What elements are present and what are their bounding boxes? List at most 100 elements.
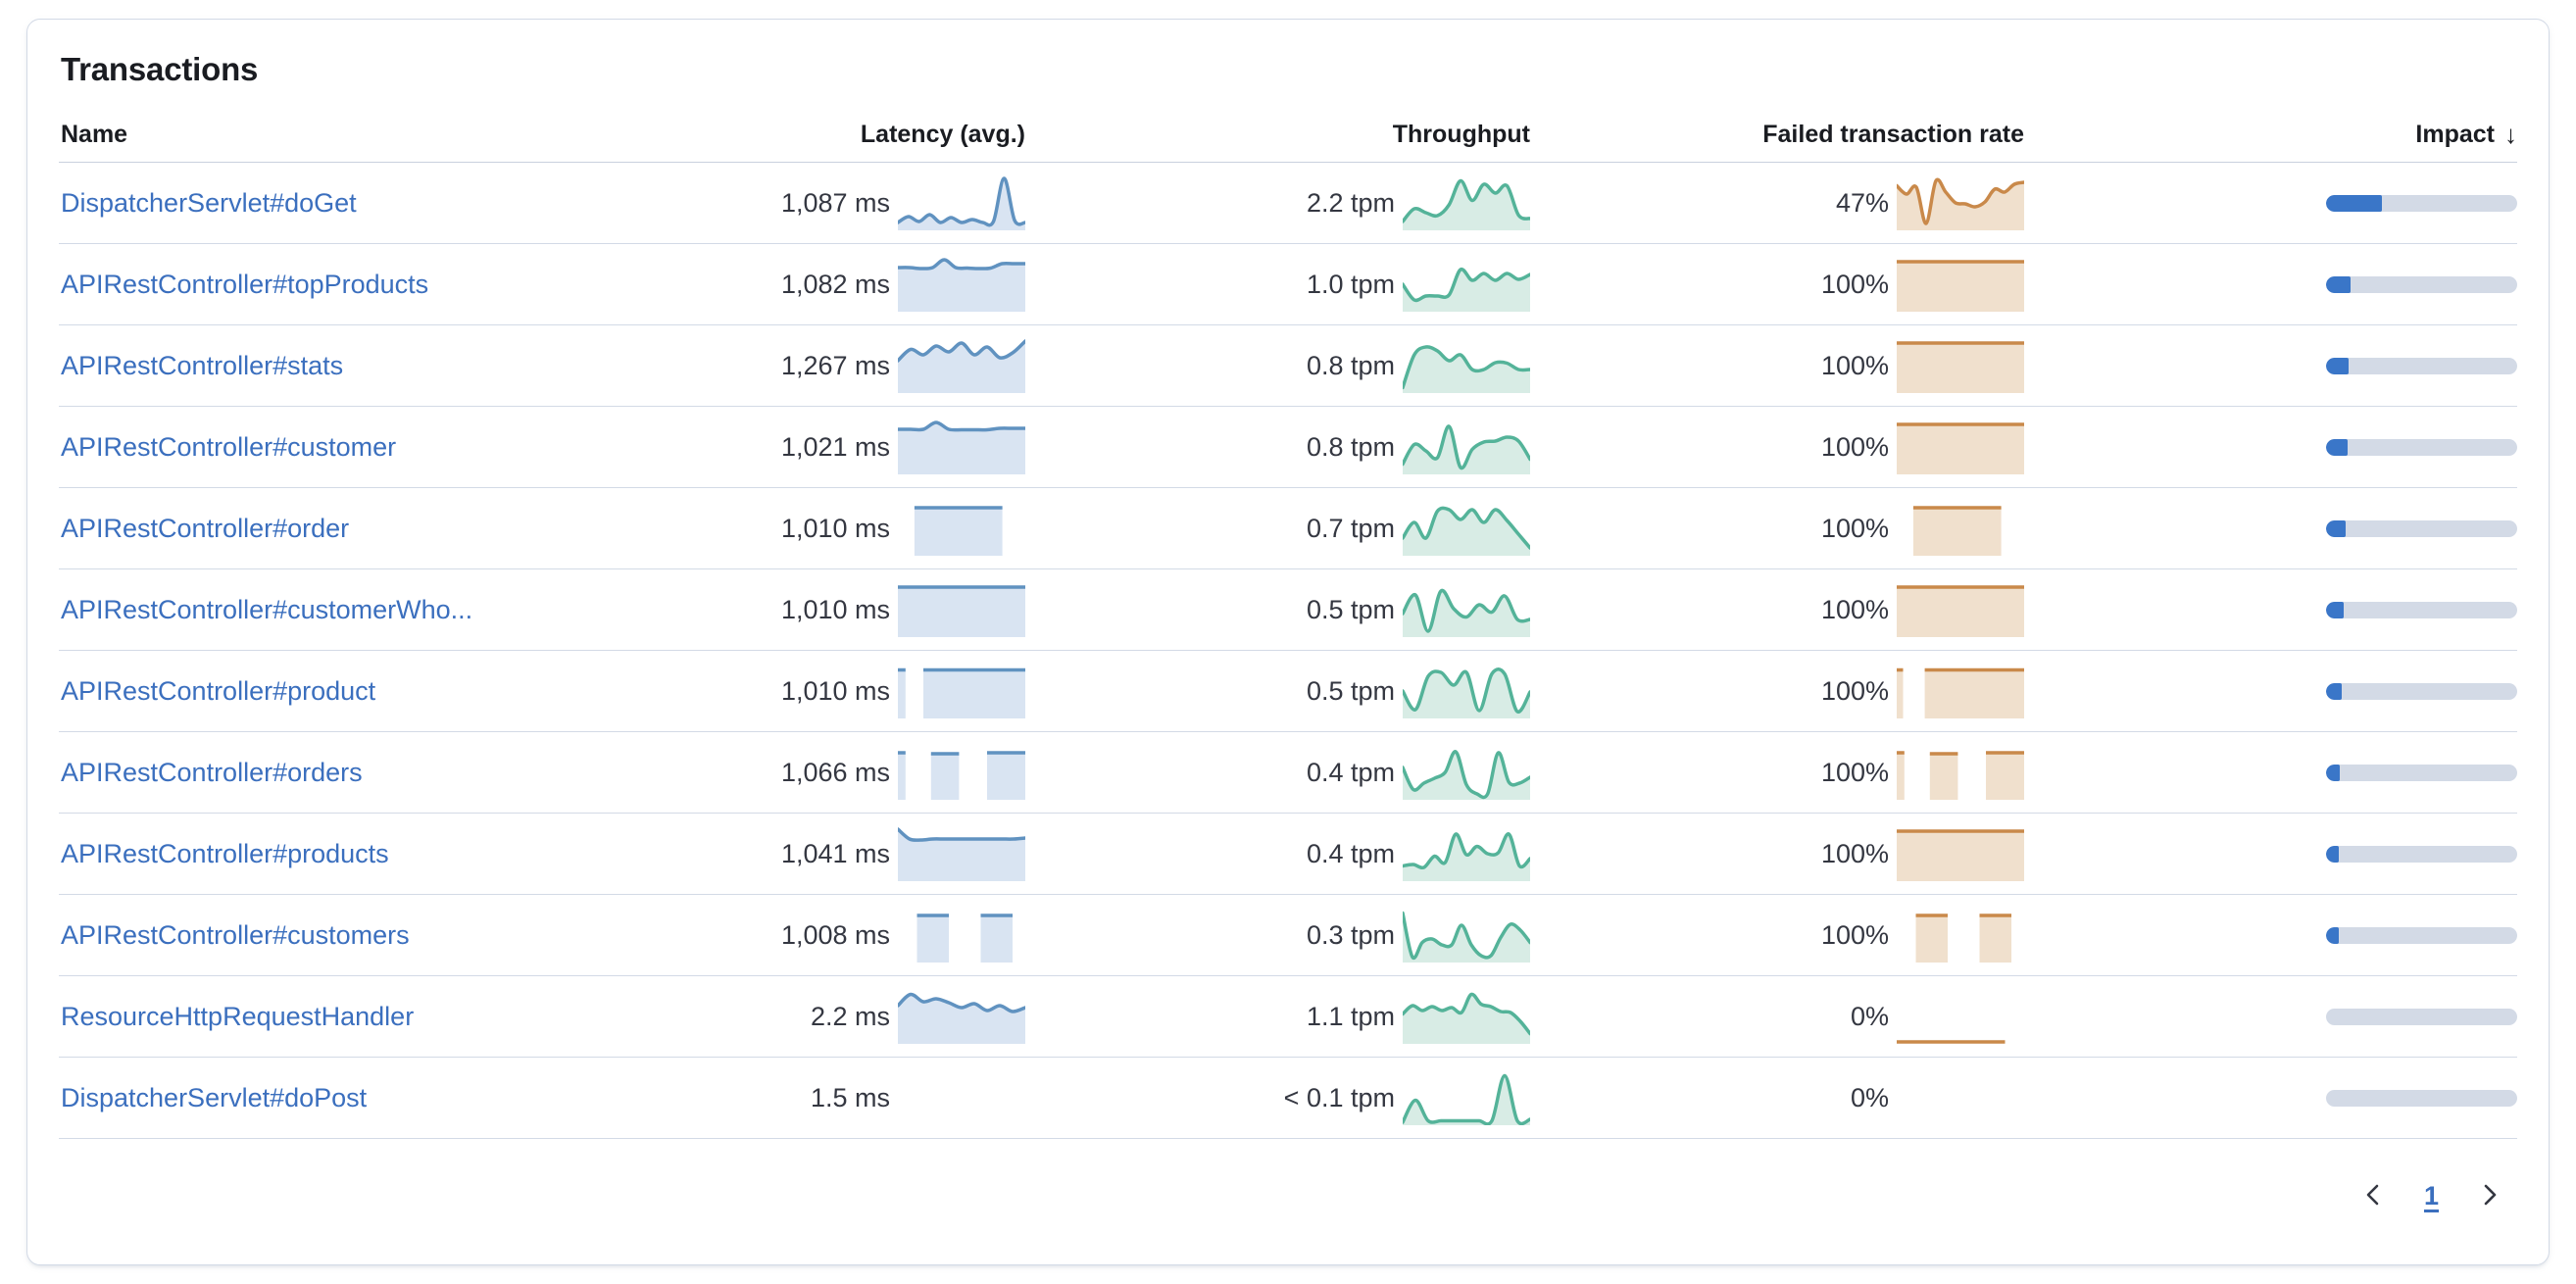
transaction-link[interactable]: APIRestController#products: [61, 838, 389, 868]
latency-sparkline: [898, 176, 1025, 230]
throughput-cell: 0.4 tpm: [1025, 745, 1530, 800]
throughput-cell: 1.0 tpm: [1025, 257, 1530, 312]
throughput-cell: 0.3 tpm: [1025, 908, 1530, 963]
impact-bar: [2326, 194, 2517, 212]
column-header-latency[interactable]: Latency (avg.): [604, 121, 1025, 149]
throughput-cell: 0.5 tpm: [1025, 582, 1530, 637]
latency-value: 1.5 ms: [810, 1082, 890, 1112]
throughput-sparkline: [1403, 832, 1530, 881]
throughput-cell: 0.7 tpm: [1025, 501, 1530, 556]
impact-cell: [2024, 194, 2517, 212]
transaction-link[interactable]: APIRestController#customers: [61, 919, 410, 950]
column-header-throughput[interactable]: Throughput: [1025, 121, 1530, 149]
transaction-name-cell: APIRestController#order: [59, 514, 604, 544]
table-row: APIRestController#customerWho... 1,010 ms…: [59, 569, 2517, 651]
chevron-right-icon: [2475, 1180, 2504, 1212]
transaction-link[interactable]: DispatcherServlet#doPost: [61, 1082, 368, 1112]
throughput-sparkline: [1403, 267, 1530, 312]
table-row: APIRestController#customers 1,008 ms 0.3 t…: [59, 895, 2517, 976]
impact-cell: [2024, 764, 2517, 781]
failed-value: 0%: [1850, 1001, 1889, 1031]
table-row: APIRestController#customer 1,021 ms 0.8 tp…: [59, 407, 2517, 488]
impact-bar-fill: [2326, 682, 2342, 700]
failed-cell: 100%: [1530, 826, 2024, 881]
throughput-cell: 0.4 tpm: [1025, 826, 1530, 881]
failed-cell: 100%: [1530, 745, 2024, 800]
failed-sparkline: [1897, 667, 2024, 718]
prev-page-button[interactable]: [2352, 1174, 2395, 1217]
throughput-value: 0.8 tpm: [1306, 350, 1395, 380]
table-header-row: Name Latency (avg.) Throughput Failed tr…: [59, 108, 2517, 163]
transaction-link[interactable]: APIRestController#orders: [61, 757, 363, 787]
latency-value: 1,010 ms: [780, 513, 890, 543]
transaction-name-cell: APIRestController#topProducts: [59, 270, 604, 300]
transaction-name-cell: APIRestController#orders: [59, 758, 604, 788]
transaction-link[interactable]: APIRestController#customer: [61, 431, 397, 462]
latency-sparkline: [898, 992, 1025, 1044]
transaction-link[interactable]: APIRestController#order: [61, 513, 350, 543]
failed-cell: 100%: [1530, 420, 2024, 474]
page-1-link[interactable]: 1: [2423, 1180, 2439, 1210]
throughput-value: < 0.1 tpm: [1283, 1082, 1395, 1112]
table-body: DispatcherServlet#doGet 1,087 ms 2.2 tpm 47…: [59, 163, 2517, 1139]
throughput-value: 0.7 tpm: [1306, 513, 1395, 543]
transaction-link[interactable]: APIRestController#customerWho...: [61, 594, 473, 624]
transaction-link[interactable]: APIRestController#stats: [61, 350, 344, 380]
throughput-sparkline: [1403, 345, 1530, 393]
transaction-link[interactable]: APIRestController#product: [61, 675, 376, 706]
transaction-link[interactable]: ResourceHttpRequestHandler: [61, 1001, 415, 1031]
latency-cell: 1,087 ms: [604, 175, 1025, 230]
column-header-impact[interactable]: Impact ↓: [2024, 120, 2517, 150]
impact-cell: [2024, 601, 2517, 618]
throughput-value: 0.3 tpm: [1306, 919, 1395, 950]
transaction-link[interactable]: DispatcherServlet#doGet: [61, 187, 357, 218]
table-row: APIRestController#order 1,010 ms 0.7 tpm 10…: [59, 488, 2517, 569]
latency-value: 1,021 ms: [780, 431, 890, 462]
next-page-button[interactable]: [2468, 1174, 2511, 1217]
impact-cell: [2024, 1008, 2517, 1025]
impact-cell: [2024, 926, 2517, 944]
transaction-name-cell: DispatcherServlet#doGet: [59, 188, 604, 219]
impact-bar: [2326, 764, 2517, 781]
latency-sparkline: [914, 506, 1003, 556]
impact-cell: [2024, 519, 2517, 537]
column-header-failed-rate[interactable]: Failed transaction rate: [1530, 121, 2024, 149]
latency-cell: 1,010 ms: [604, 501, 1025, 556]
throughput-sparkline: [1403, 750, 1530, 800]
column-header-name-label: Name: [61, 121, 128, 148]
latency-value: 1,267 ms: [780, 350, 890, 380]
transaction-name-cell: DispatcherServlet#doPost: [59, 1083, 604, 1113]
failed-sparkline: [1897, 422, 2024, 474]
latency-sparkline: [898, 258, 1025, 312]
transactions-panel: Transactions Name Latency (avg.) Through…: [26, 19, 2550, 1265]
impact-cell: [2024, 357, 2517, 374]
latency-sparkline: [898, 339, 1025, 393]
throughput-sparkline: [1403, 667, 1530, 718]
impact-bar: [2326, 601, 2517, 618]
impact-bar: [2326, 926, 2517, 944]
table-row: APIRestController#stats 1,267 ms 0.8 tpm 10…: [59, 325, 2517, 407]
latency-value: 1,010 ms: [780, 675, 890, 706]
column-header-latency-label: Latency (avg.): [860, 121, 1025, 148]
failed-value: 100%: [1820, 757, 1889, 787]
throughput-cell: 0.5 tpm: [1025, 664, 1530, 718]
throughput-value: 1.0 tpm: [1306, 269, 1395, 299]
failed-sparkline: [1897, 751, 2024, 800]
throughput-cell: 2.2 tpm: [1025, 175, 1530, 230]
latency-cell: 1,267 ms: [604, 338, 1025, 393]
transaction-name-cell: APIRestController#customerWho...: [59, 595, 604, 625]
column-header-name[interactable]: Name: [59, 121, 604, 149]
failed-sparkline: [1915, 914, 2011, 963]
failed-value: 47%: [1835, 187, 1889, 218]
failed-sparkline: [1897, 177, 2024, 230]
failed-value: 100%: [1820, 513, 1889, 543]
failed-value: 100%: [1820, 431, 1889, 462]
pagination: 1: [59, 1172, 2517, 1219]
throughput-value: 0.5 tpm: [1306, 594, 1395, 624]
failed-value: 100%: [1820, 919, 1889, 950]
failed-value: 100%: [1820, 350, 1889, 380]
transaction-link[interactable]: APIRestController#topProducts: [61, 269, 429, 299]
impact-bar-fill: [2326, 357, 2350, 374]
sort-desc-icon: ↓: [2504, 120, 2517, 149]
failed-sparkline: [1912, 506, 2002, 556]
